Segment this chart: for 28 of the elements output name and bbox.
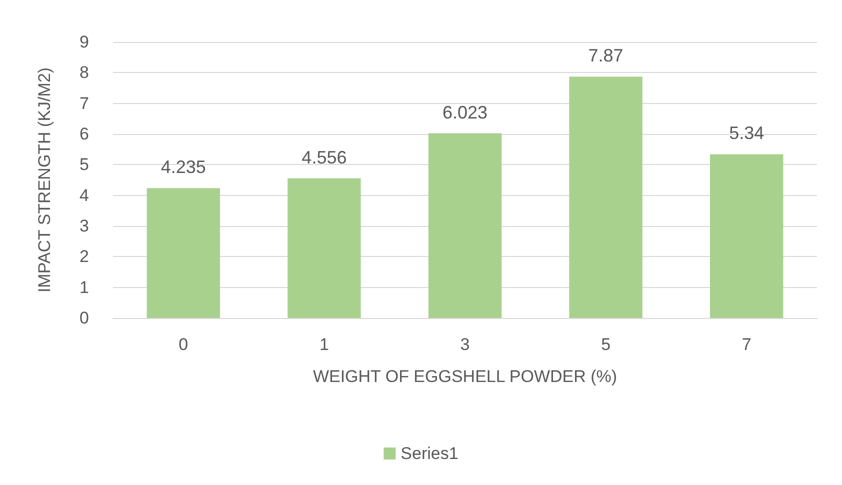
y-tick-label: 0 [80, 308, 89, 328]
x-tick-label: 1 [319, 335, 329, 354]
y-tick-label: 3 [80, 216, 89, 236]
x-tick-label: 7 [742, 335, 752, 354]
y-tick-label: 1 [80, 278, 89, 297]
y-tick-label: 8 [80, 63, 89, 82]
y-axis-title: IMPACT STRENGTH (KJ/M2) [35, 67, 54, 293]
x-tick-label: 0 [178, 335, 188, 354]
data-label: 6.023 [442, 102, 488, 122]
y-tick-label: 7 [80, 94, 89, 113]
data-label: 4.556 [302, 147, 347, 168]
y-tick-label: 2 [80, 247, 89, 266]
data-label: 4.235 [160, 157, 206, 178]
data-label: 7.87 [588, 46, 624, 66]
x-tick-label: 3 [460, 335, 470, 354]
bar [569, 76, 642, 318]
bar [288, 178, 361, 318]
bar [428, 133, 502, 318]
y-tick-label: 4 [80, 186, 89, 205]
y-tick-label: 6 [80, 124, 89, 144]
x-tick-label: 5 [601, 335, 611, 354]
legend-label: Series1 [400, 444, 458, 463]
x-axis-title: WEIGHT OF EGGSHELL POWDER (%) [312, 367, 618, 386]
bar [146, 188, 220, 318]
y-tick-label: 9 [80, 32, 89, 52]
y-tick-label: 5 [80, 155, 89, 174]
data-label: 5.34 [729, 123, 764, 144]
bar [710, 154, 784, 318]
